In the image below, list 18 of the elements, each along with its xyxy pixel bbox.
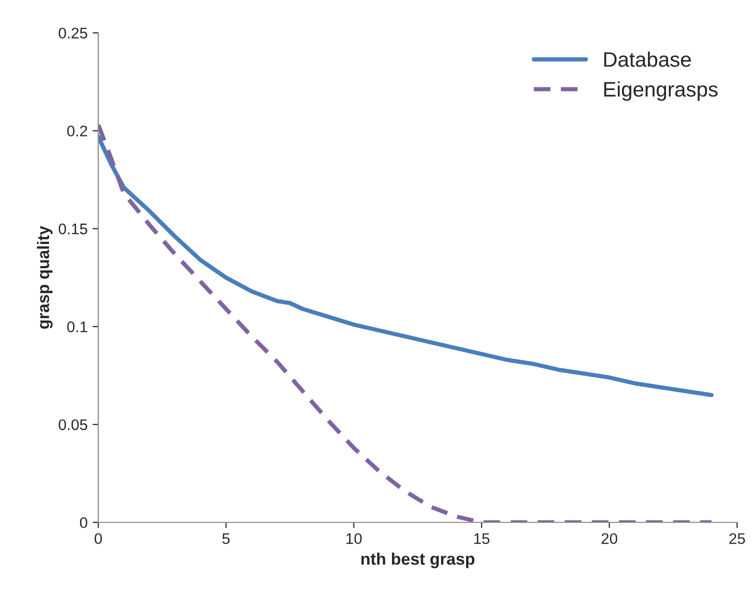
x-tick-label: 0: [94, 533, 102, 544]
y-tick-label: 0.05: [58, 419, 88, 430]
x-tick-label: 25: [729, 533, 745, 544]
x-axis-title: nth best grasp: [361, 552, 474, 568]
legend-label: Database: [604, 52, 691, 67]
line-series: [98, 122, 714, 522]
y-tick-label: 0: [80, 517, 88, 528]
x-tick-label: 15: [474, 533, 490, 544]
x-tick-label: 10: [346, 533, 362, 544]
y-tick-label: 0.1: [67, 321, 88, 332]
x-tick-label: 20: [602, 533, 618, 544]
y-tick-label: 0.2: [67, 126, 88, 136]
y-tick-label: 0.15: [58, 224, 88, 234]
y-tick-label: 0.25: [58, 28, 88, 39]
legend-label: Eigengrasps: [604, 81, 718, 101]
x-tick-label: 5: [222, 533, 230, 544]
line-series: [98, 134, 714, 398]
y-axis-title: grasp quality: [36, 226, 53, 329]
